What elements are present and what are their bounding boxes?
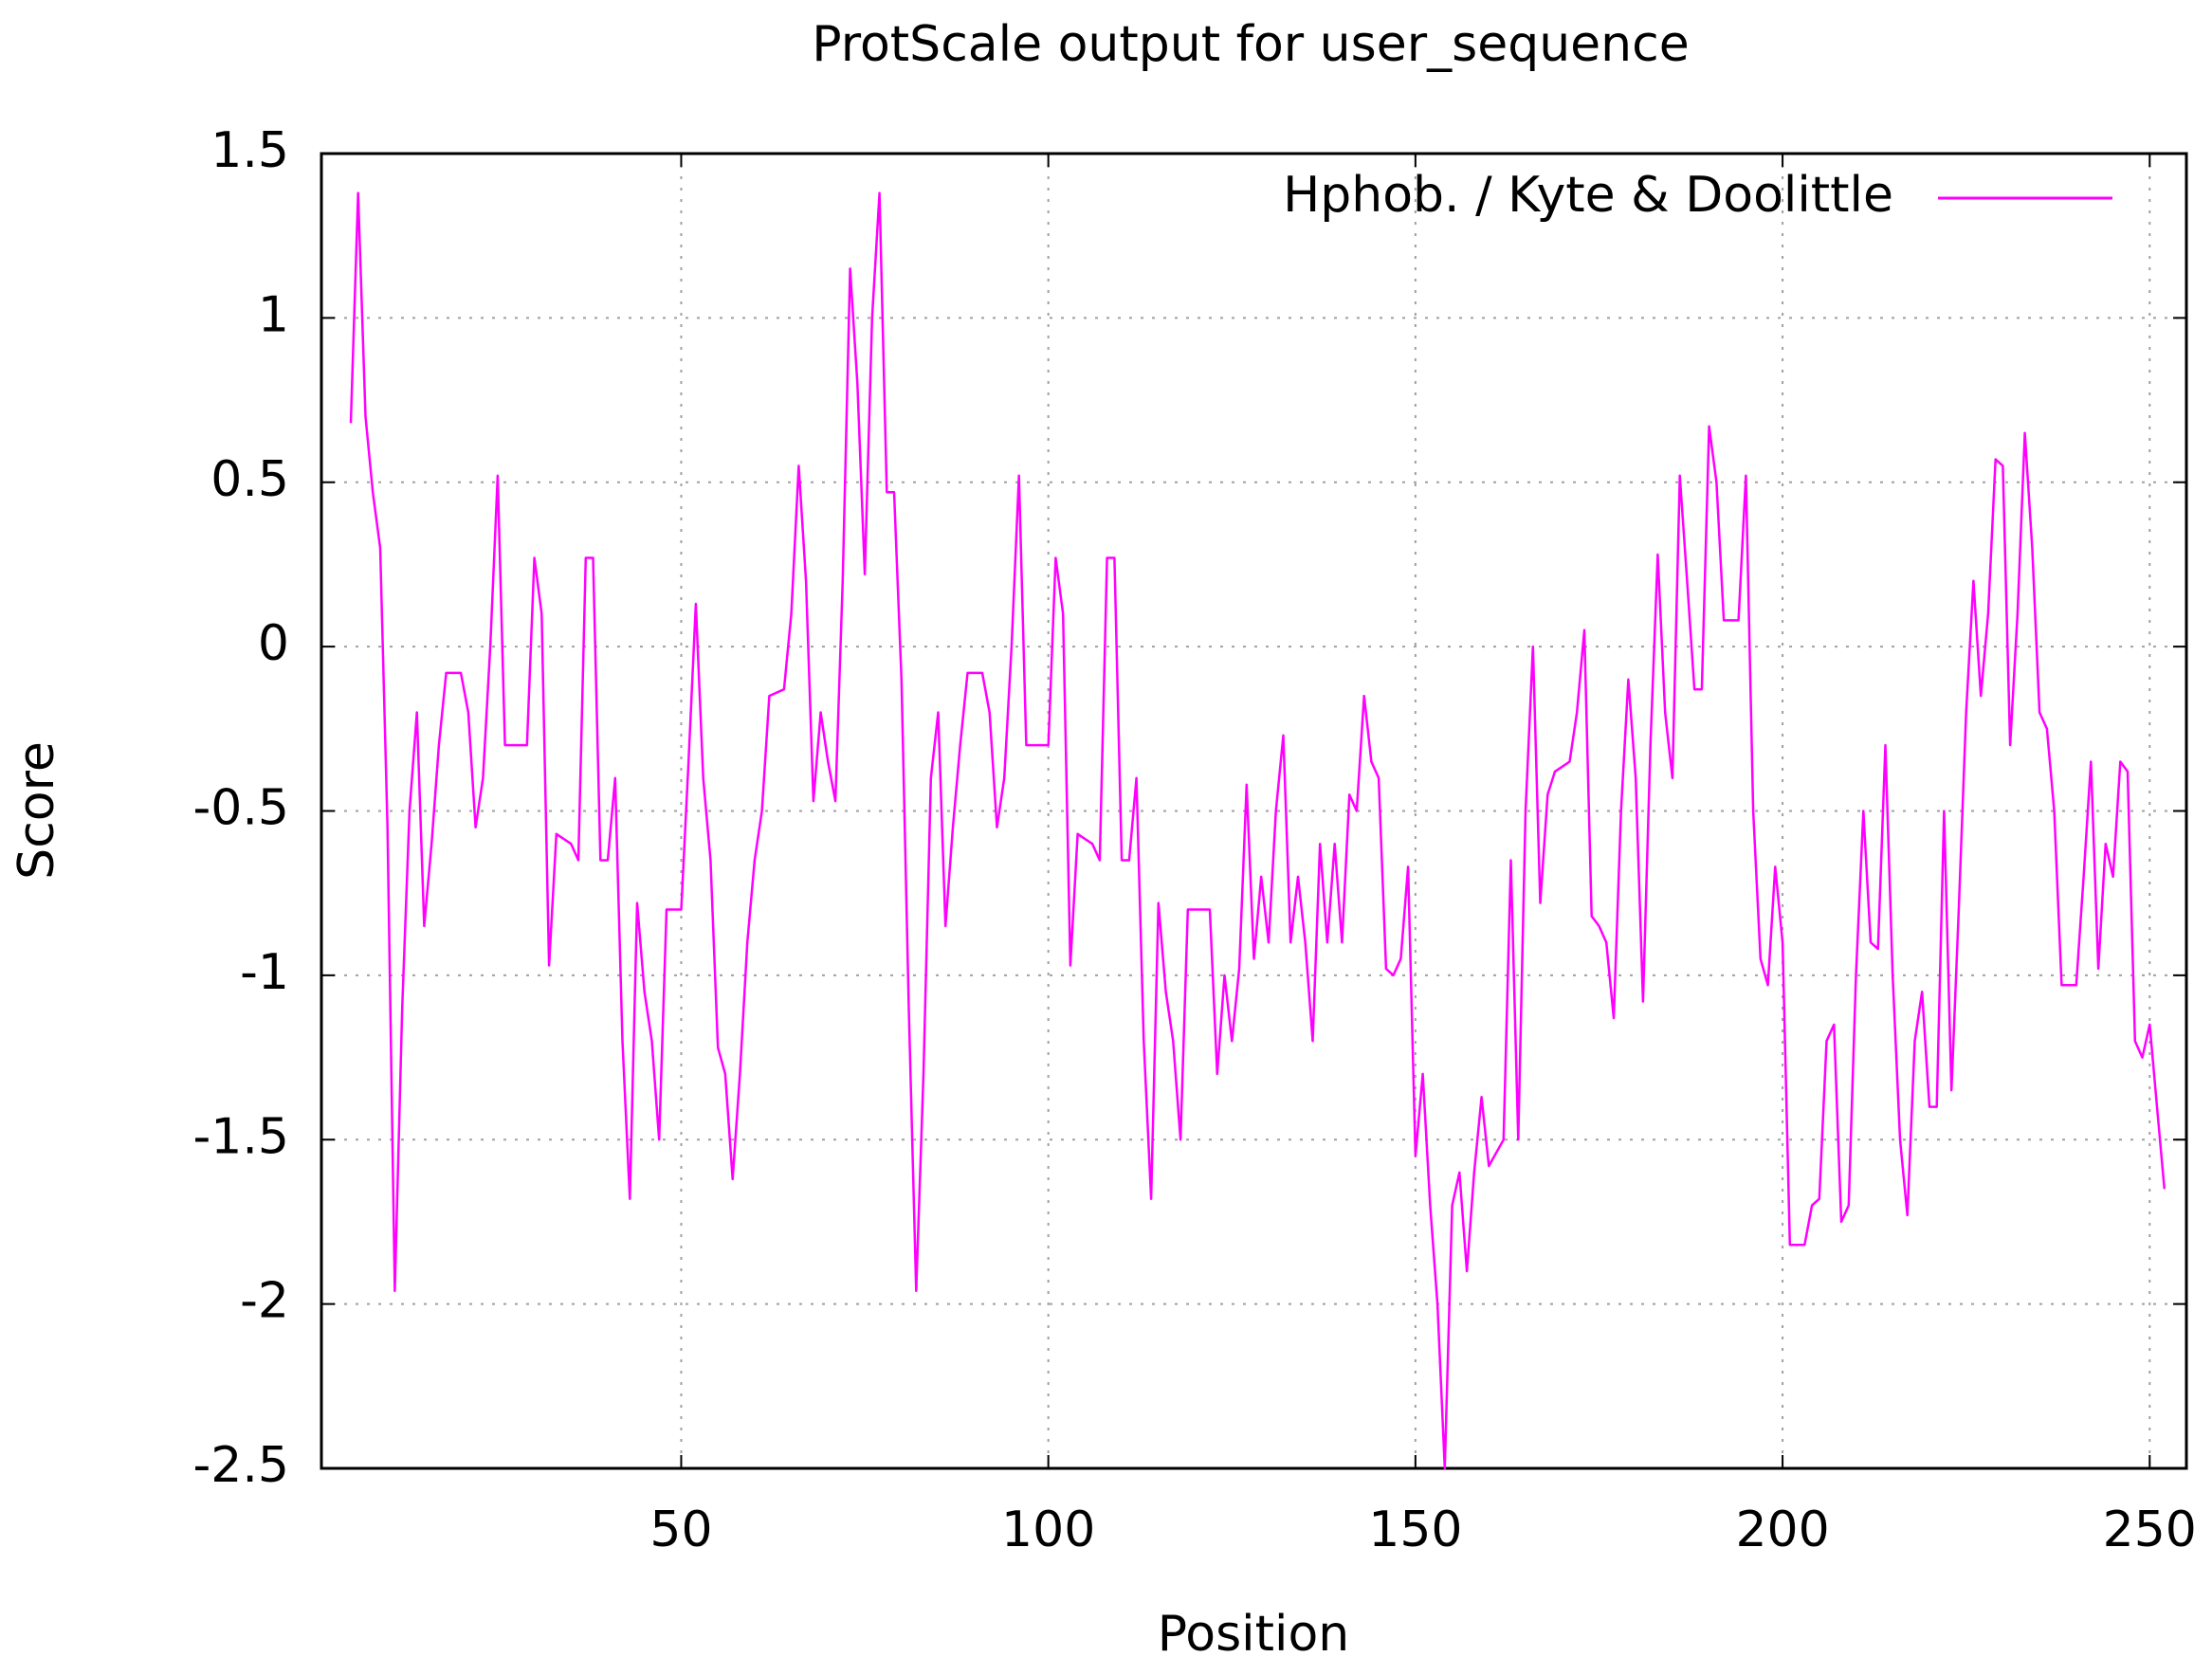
data-line — [349, 191, 2166, 1470]
chart-title: ProtScale output for user_sequence — [812, 16, 1689, 73]
y-tick-label: -0.5 — [193, 780, 289, 837]
plot-frame — [320, 152, 2188, 1470]
x-tick-label: 200 — [1735, 1502, 1829, 1558]
y-tick-label: -2 — [240, 1273, 289, 1330]
legend-label: Hphob. / Kyte & Doolittle — [1283, 167, 1893, 224]
y-tick-label: -2.5 — [193, 1437, 289, 1494]
y-tick-label: -1.5 — [193, 1108, 289, 1165]
y-tick-label: -1 — [240, 944, 289, 1001]
x-tick-label: 50 — [649, 1502, 712, 1558]
x-tick-label: 100 — [1001, 1502, 1095, 1558]
y-axis-label: Score — [9, 741, 65, 880]
y-tick-label: 0.5 — [210, 451, 289, 508]
y-tick-label: 1.5 — [210, 122, 289, 179]
y-tick-label: 0 — [258, 615, 289, 672]
x-tick-label: 250 — [2103, 1502, 2197, 1558]
x-tick-label: 150 — [1368, 1502, 1462, 1558]
y-tick-label: 1 — [258, 286, 289, 343]
x-axis-label: Position — [1158, 1606, 1349, 1663]
